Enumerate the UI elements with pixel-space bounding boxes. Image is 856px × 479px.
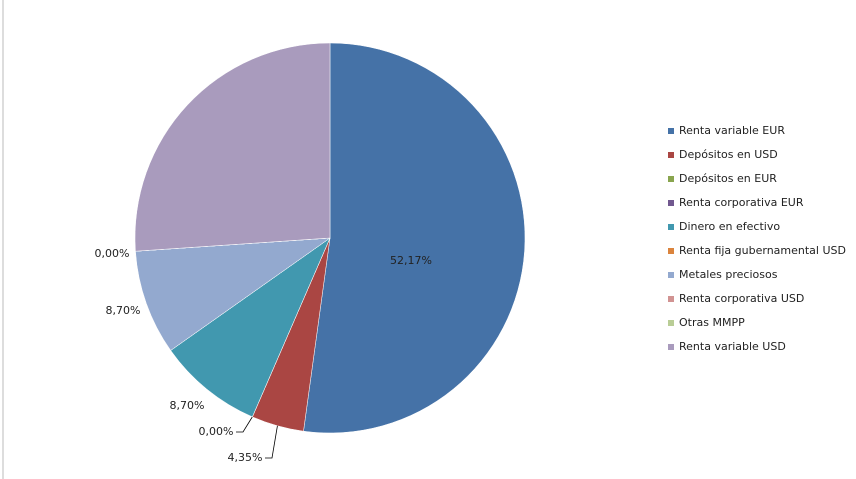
legend-label: Dinero en efectivo <box>679 220 780 233</box>
legend-swatch <box>668 272 674 278</box>
legend-label: Renta variable EUR <box>679 124 785 137</box>
leader-line <box>236 416 253 433</box>
legend-label: Renta corporativa EUR <box>679 196 804 209</box>
legend-swatch <box>668 344 674 350</box>
legend-swatch <box>668 296 674 302</box>
legend-label: Depósitos en USD <box>679 148 778 161</box>
legend-label: Renta fija gubernamental USD <box>679 244 846 257</box>
legend-label: Metales preciosos <box>679 268 778 281</box>
pie-slice <box>135 237 331 351</box>
data-label: 0,00% <box>95 247 130 260</box>
pie-slice <box>170 237 331 418</box>
pie-slice <box>134 42 331 252</box>
data-label: 8,70% <box>106 304 141 317</box>
legend-swatch <box>668 200 674 206</box>
pie-slice <box>303 42 526 434</box>
legend-swatch <box>668 320 674 326</box>
legend-label: Renta corporativa USD <box>679 292 804 305</box>
legend-label: Renta variable USD <box>679 340 786 353</box>
data-label: 52,17% <box>390 254 432 267</box>
legend-label: Depósitos en EUR <box>679 172 777 185</box>
data-label: 4,35% <box>228 451 263 464</box>
data-label: 8,70% <box>170 399 205 412</box>
legend-label: Otras MMPP <box>679 316 745 329</box>
legend-swatch <box>668 248 674 254</box>
data-label: 0,00% <box>199 425 234 438</box>
leader-line <box>265 425 278 459</box>
legend-swatch <box>668 128 674 134</box>
legend-swatch <box>668 176 674 182</box>
legend-swatch <box>668 224 674 230</box>
legend-swatch <box>668 152 674 158</box>
